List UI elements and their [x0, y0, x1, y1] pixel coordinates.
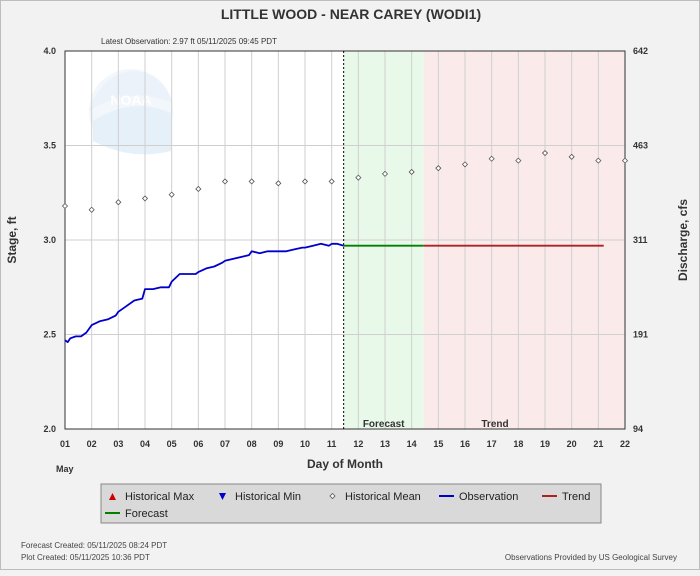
legend-label: Historical Max — [125, 491, 195, 503]
legend-item: Trend — [542, 491, 590, 503]
legend-item: Observation — [439, 491, 518, 503]
x-axis-ticks: 01 02 03 04 05 06 07 08 09 10 11 12 13 14 15 16 17 18 19 20… — [60, 439, 630, 449]
x-tick-label: 07 — [220, 439, 230, 449]
y2-axis-ticks: 94 191 311 463 642 — [633, 46, 648, 434]
x-tick-label: 06 — [193, 439, 203, 449]
legend-label: Historical Min — [235, 491, 301, 503]
legend-item: Historical Max — [109, 491, 195, 503]
legend-item: Historical Min — [219, 491, 301, 503]
historical-mean-point — [301, 178, 309, 185]
historical-mean-point — [461, 161, 469, 168]
legend-item: Forecast — [105, 508, 168, 520]
forecast-region-label: Forecast — [363, 419, 405, 430]
x-tick-label: 18 — [513, 439, 523, 449]
legend-label: Observation — [459, 491, 518, 503]
triangle-up-icon — [109, 493, 116, 500]
x-tick-label: 22 — [620, 439, 630, 449]
y-axis-ticks: 2.0 2.5 3.0 3.5 4.0 — [43, 46, 56, 434]
historical-mean-point — [355, 174, 362, 181]
x-tick-label: 12 — [353, 439, 363, 449]
y2-tick-label: 642 — [633, 46, 648, 56]
historical-mean-point — [195, 185, 202, 193]
historical-mean-point — [248, 178, 255, 185]
x-tick-label: 03 — [113, 439, 123, 449]
historical-mean-point — [275, 180, 282, 187]
historical-mean-point — [221, 178, 229, 185]
x-tick-label: 01 — [60, 439, 70, 449]
historical-mean-point — [568, 153, 575, 160]
historical-mean-point — [141, 195, 149, 202]
x-tick-label: 16 — [460, 439, 470, 449]
legend-label: Trend — [562, 491, 590, 503]
y-tick-label: 3.0 — [43, 235, 56, 245]
historical-mean-point — [595, 157, 602, 164]
legend-box — [100, 483, 602, 524]
historical-mean-point — [115, 199, 122, 206]
y2-tick-label: 311 — [633, 235, 648, 245]
x-axis-title: Day of Month — [307, 457, 383, 471]
historical-mean-point — [488, 155, 495, 162]
historical-mean-point — [381, 170, 389, 177]
historical-mean-point — [328, 178, 335, 185]
legend-label: Historical Mean — [345, 491, 421, 503]
plot-created-text: Plot Created: 05/11/2025 10:36 PDT — [21, 553, 150, 562]
plot-border — [64, 50, 626, 430]
x-tick-label: 09 — [273, 439, 283, 449]
y2-tick-label: 191 — [633, 330, 648, 340]
trend-region-label: Trend — [481, 419, 508, 430]
y-tick-label: 2.5 — [43, 330, 56, 340]
historical-mean-point — [435, 165, 442, 172]
diamond-icon — [329, 492, 336, 500]
y-tick-label: 3.5 — [43, 141, 56, 151]
legend: Historical Max Historical Min Historical M… — [100, 483, 602, 524]
observation-line — [64, 242, 344, 344]
historical-mean-point — [88, 206, 95, 213]
x-tick-label: 10 — [300, 439, 310, 449]
x-tick-label: 11 — [327, 439, 337, 449]
x-tick-label: 14 — [407, 439, 417, 449]
legend-label: Forecast — [125, 508, 168, 520]
y-axis-title: Stage, ft — [5, 216, 19, 263]
x-tick-label: 13 — [380, 439, 390, 449]
x-tick-label: 05 — [167, 439, 177, 449]
x-tick-label: 08 — [247, 439, 257, 449]
grid-lines — [65, 50, 625, 430]
y2-tick-label: 463 — [633, 141, 648, 151]
x-tick-label: 15 — [433, 439, 443, 449]
x-tick-label: 04 — [140, 439, 150, 449]
legend-item: Historical Mean — [329, 491, 421, 503]
data-provider-text: Observations Provided by US Geological S… — [505, 553, 677, 562]
noaa-logo-text: NOAA — [110, 92, 151, 108]
latest-observation-text: Latest Observation: 2.97 ft 05/11/2025 0… — [101, 37, 277, 46]
y-tick-label: 2.0 — [43, 424, 56, 434]
x-tick-label: 20 — [567, 439, 577, 449]
y2-axis-title: Discharge, cfs — [676, 199, 690, 281]
y-tick-label: 4.0 — [43, 46, 56, 56]
historical-mean-point — [621, 157, 629, 164]
historical-mean-point — [408, 168, 415, 176]
historical-mean-point — [61, 202, 69, 210]
month-label: May — [56, 464, 74, 474]
historical-mean-point — [541, 149, 549, 157]
noaa-logo-watermark: NOAA — [89, 69, 173, 155]
x-tick-label: 02 — [87, 439, 97, 449]
chart-title: LITTLE WOOD - NEAR CAREY (WODI1) — [221, 6, 481, 22]
historical-mean-point — [168, 191, 175, 198]
plot-area: NOAA Forecast Trend — [61, 50, 629, 430]
forecast-created-text: Forecast Created: 05/11/2025 08:24 PDT — [21, 541, 167, 550]
x-tick-label: 21 — [593, 439, 603, 449]
x-tick-label: 19 — [540, 439, 550, 449]
legend-items: Historical Max Historical Min Historical M… — [105, 491, 590, 520]
y2-tick-label: 94 — [633, 424, 643, 434]
x-tick-label: 17 — [487, 439, 497, 449]
historical-mean-point — [515, 157, 522, 164]
series-layer — [61, 149, 629, 344]
triangle-down-icon — [219, 493, 226, 500]
